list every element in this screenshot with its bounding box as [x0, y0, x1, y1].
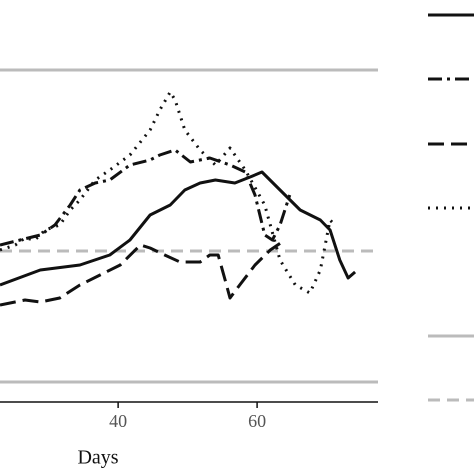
- x-tick-label: 60: [248, 411, 266, 431]
- x-tick-label: 40: [109, 411, 127, 431]
- series-line: [0, 148, 292, 247]
- x-axis-label: Days: [77, 447, 118, 469]
- series-line: [0, 90, 336, 295]
- series-line: [0, 238, 286, 307]
- legend: [428, 13, 474, 402]
- series-line: [0, 170, 357, 287]
